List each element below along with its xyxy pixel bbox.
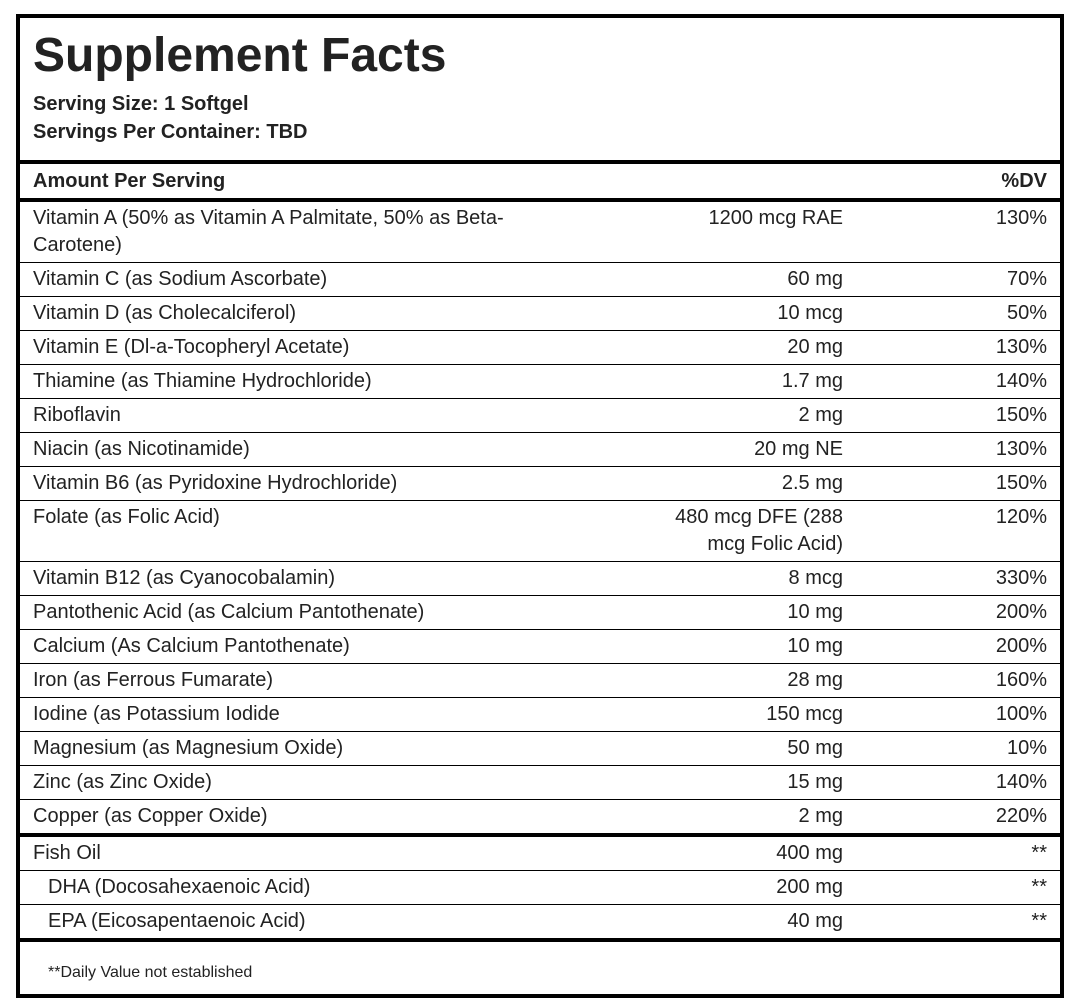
supplement-facts-panel: Supplement Facts Serving Size: 1 Softgel… <box>16 14 1064 998</box>
daily-value: 220% <box>995 805 1047 827</box>
nutrient-name: Riboflavin <box>33 404 121 426</box>
daily-value: 70% <box>1006 268 1047 290</box>
daily-value: 130% <box>995 207 1047 229</box>
nutrient-name: Vitamin E (Dl-a-Tocopheryl Acetate) <box>33 336 350 358</box>
daily-value: 330% <box>995 567 1047 589</box>
nutrient-name: Pantothenic Acid (as Calcium Pantothenat… <box>33 601 425 623</box>
nutrient-name: Zinc (as Zinc Oxide) <box>33 771 212 793</box>
nutrient-name: Iodine (as Potassium Iodide <box>33 703 280 725</box>
nutrient-row: Vitamin B12 (as Cyanocobalamin) 8 mcg 330% <box>20 562 1060 596</box>
daily-value: 140% <box>995 370 1047 392</box>
nutrient-name: Copper (as Copper Oxide) <box>33 805 268 827</box>
title: Supplement Facts <box>33 29 447 82</box>
amount: 10 mg <box>787 635 843 657</box>
amount-per-serving-label: Amount Per Serving <box>33 170 226 192</box>
other-rows: Fish Oil 400 mg ** DHA (Docosahexaenoic Aci… <box>20 837 1060 942</box>
amount: 2.5 mg <box>781 472 843 494</box>
nutrient-name: DHA (Docosahexaenoic Acid) <box>48 876 311 898</box>
nutrient-row: Riboflavin 2 mg 150% <box>20 399 1060 433</box>
daily-value: ** <box>1031 876 1047 898</box>
column-header: Amount Per Serving %DV <box>20 164 1060 202</box>
amount: 20 mg NE <box>754 438 843 460</box>
amount: 400 mg <box>776 842 843 864</box>
daily-value: 130% <box>995 438 1047 460</box>
nutrient-row: Magnesium (as Magnesium Oxide) 50 mg 10% <box>20 732 1060 766</box>
daily-value: 10% <box>1006 737 1047 759</box>
nutrient-row: Thiamine (as Thiamine Hydrochloride) 1.7 … <box>20 365 1060 399</box>
nutrient-row: Vitamin B6 (as Pyridoxine Hydrochloride)… <box>20 467 1060 501</box>
amount: 200 mg <box>776 876 843 898</box>
daily-value: 200% <box>995 635 1047 657</box>
nutrient-name: Vitamin C (as Sodium Ascorbate) <box>33 268 328 290</box>
nutrient-name: Calcium (As Calcium Pantothenate) <box>33 635 350 657</box>
nutrient-row: EPA (Eicosapentaenoic Acid) 40 mg ** <box>20 905 1060 942</box>
nutrient-row: Iodine (as Potassium Iodide 150 mcg 100% <box>20 698 1060 732</box>
amount: 480 mcg DFE (288 mcg Folic Acid) <box>675 506 843 555</box>
daily-value: 120% <box>995 506 1047 528</box>
nutrient-row: DHA (Docosahexaenoic Acid) 200 mg ** <box>20 871 1060 905</box>
daily-value: 150% <box>995 404 1047 426</box>
nutrient-name: EPA (Eicosapentaenoic Acid) <box>48 910 306 932</box>
nutrient-name: Niacin (as Nicotinamide) <box>33 438 250 460</box>
daily-value: 130% <box>995 336 1047 358</box>
footnote: **Daily Value not established <box>48 964 253 981</box>
daily-value: 100% <box>995 703 1047 725</box>
amount: 20 mg <box>787 336 843 358</box>
amount: 8 mcg <box>788 567 843 589</box>
nutrient-name: Magnesium (as Magnesium Oxide) <box>33 737 344 759</box>
daily-value: ** <box>1031 910 1047 932</box>
nutrient-row: Pantothenic Acid (as Calcium Pantothenat… <box>20 596 1060 630</box>
servings-per-container: Servings Per Container: TBD <box>33 121 308 143</box>
amount: 10 mg <box>787 601 843 623</box>
nutrient-name: Fish Oil <box>33 842 101 864</box>
nutrient-name: Vitamin B12 (as Cyanocobalamin) <box>33 567 336 589</box>
amount: 10 mcg <box>777 302 843 324</box>
daily-value: ** <box>1031 842 1047 864</box>
nutrient-row: Fish Oil 400 mg ** <box>20 837 1060 871</box>
nutrient-name: Folate (as Folic Acid) <box>33 506 220 528</box>
nutrient-row: Vitamin E (Dl-a-Tocopheryl Acetate) 20 mg… <box>20 331 1060 365</box>
nutrient-row: Iron (as Ferrous Fumarate) 28 mg 160% <box>20 664 1060 698</box>
nutrient-row: Vitamin A (50% as Vitamin A Palmitate, 5… <box>20 202 1060 263</box>
amount: 2 mg <box>798 805 843 827</box>
daily-value: 50% <box>1006 302 1047 324</box>
amount: 50 mg <box>787 737 843 759</box>
daily-value: 140% <box>995 771 1047 793</box>
nutrient-row: Calcium (As Calcium Pantothenate) 10 mg 20… <box>20 630 1060 664</box>
amount: 150 mcg <box>766 703 843 725</box>
amount: 40 mg <box>787 910 843 932</box>
amount: 1.7 mg <box>781 370 843 392</box>
nutrient-row: Zinc (as Zinc Oxide) 15 mg 140% <box>20 766 1060 800</box>
serving-size: Serving Size: 1 Softgel <box>33 93 249 115</box>
header: Supplement Facts Serving Size: 1 Softgel… <box>20 18 1060 164</box>
daily-value: 200% <box>995 601 1047 623</box>
nutrient-name: Vitamin A (50% as Vitamin A Palmitate, 5… <box>33 207 504 256</box>
nutrient-name: Thiamine (as Thiamine Hydrochloride) <box>33 370 372 392</box>
nutrient-row: Niacin (as Nicotinamide) 20 mg NE 130% <box>20 433 1060 467</box>
nutrient-rows: Vitamin A (50% as Vitamin A Palmitate, 5… <box>20 202 1060 837</box>
amount: 28 mg <box>787 669 843 691</box>
nutrient-row: Folate (as Folic Acid) 480 mcg DFE (288 m… <box>20 501 1060 562</box>
amount: 15 mg <box>787 771 843 793</box>
nutrient-name: Vitamin B6 (as Pyridoxine Hydrochloride) <box>33 472 398 494</box>
nutrient-name: Iron (as Ferrous Fumarate) <box>33 669 274 691</box>
nutrient-row: Vitamin D (as Cholecalciferol) 10 mcg 50% <box>20 297 1060 331</box>
daily-value: 150% <box>995 472 1047 494</box>
dv-label: %DV <box>1001 170 1047 192</box>
amount: 1200 mcg RAE <box>708 207 843 229</box>
daily-value: 160% <box>995 669 1047 691</box>
nutrient-row: Copper (as Copper Oxide) 2 mg 220% <box>20 800 1060 837</box>
amount: 2 mg <box>798 404 843 426</box>
nutrient-row: Vitamin C (as Sodium Ascorbate) 60 mg 70% <box>20 263 1060 297</box>
amount: 60 mg <box>787 268 843 290</box>
nutrient-name: Vitamin D (as Cholecalciferol) <box>33 302 297 324</box>
